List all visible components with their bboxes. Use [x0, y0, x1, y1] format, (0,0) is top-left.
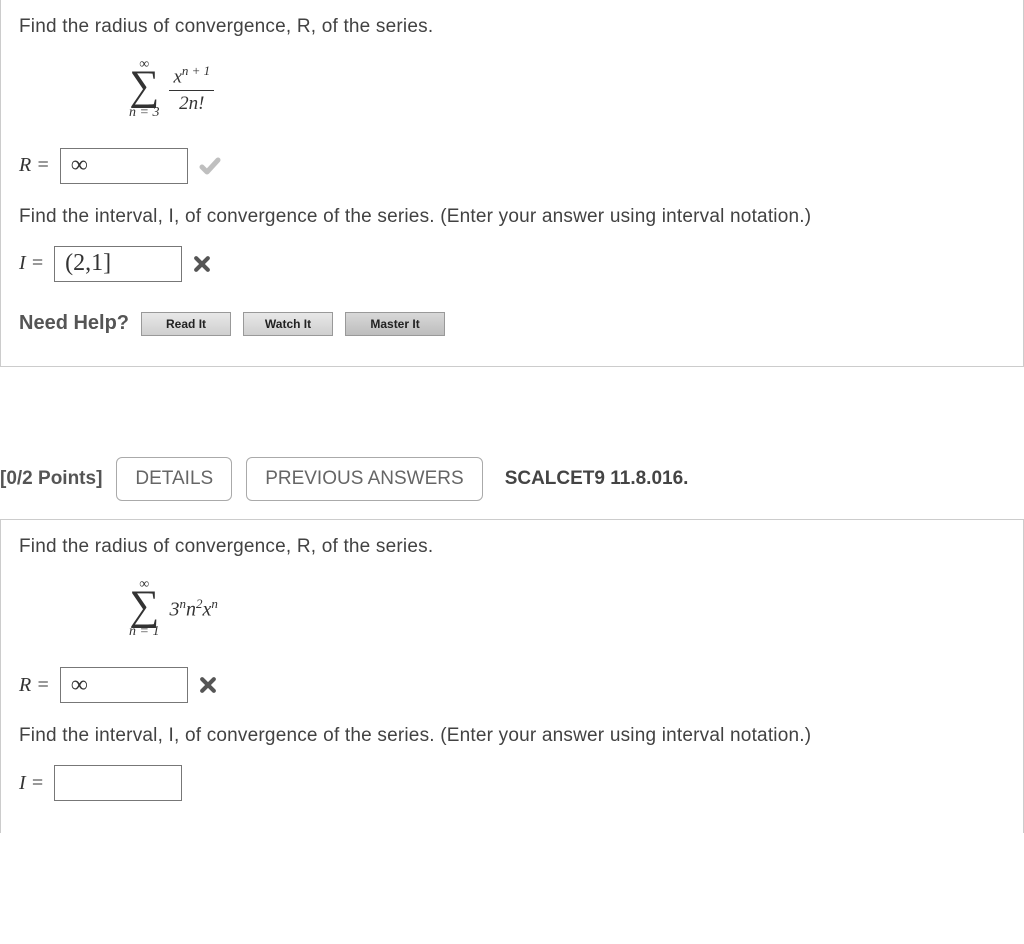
series-term: 3nn2xn — [169, 596, 217, 622]
master-it-button[interactable]: Master It — [345, 312, 445, 336]
r-input-2[interactable]: ∞ — [60, 667, 188, 703]
i-label: I = — [19, 252, 44, 275]
i-input-2[interactable] — [54, 765, 182, 801]
need-help-row: Need Help? Read It Watch It Master It — [19, 312, 1005, 336]
fraction: xn + 1 2n! — [169, 63, 214, 115]
x-icon — [198, 675, 218, 695]
prompt-interval: Find the interval, I, of convergence of … — [19, 206, 1005, 228]
points-label: [0/2 Points] — [0, 468, 102, 490]
read-it-button[interactable]: Read It — [141, 312, 231, 336]
question-2: Find the radius of convergence, R, of th… — [0, 519, 1024, 834]
i-input[interactable]: (2,1] — [54, 246, 182, 282]
details-button[interactable]: DETAILS — [116, 457, 232, 501]
series-formula-2: ∞ ∑ n = 1 3nn2xn — [129, 578, 1005, 640]
answer-row-r: R = ∞ — [19, 148, 1005, 184]
x-icon — [192, 254, 212, 274]
watch-it-button[interactable]: Watch It — [243, 312, 333, 336]
need-help-label: Need Help? — [19, 312, 129, 335]
previous-answers-button[interactable]: PREVIOUS ANSWERS — [246, 457, 483, 501]
prompt-radius: Find the radius of convergence, R, of th… — [19, 16, 1005, 38]
r-label-2: R = — [19, 674, 50, 697]
r-label: R = — [19, 154, 50, 177]
sigma-symbol: ∞ ∑ n = 3 — [129, 58, 159, 120]
sigma-symbol-2: ∞ ∑ n = 1 — [129, 578, 159, 640]
question-1: Find the radius of convergence, R, of th… — [0, 0, 1024, 367]
answer-row-i: I = (2,1] — [19, 246, 1005, 282]
source-label: SCALCET9 11.8.016. — [505, 468, 689, 490]
i-label-2: I = — [19, 772, 44, 795]
prompt-radius-2: Find the radius of convergence, R, of th… — [19, 536, 1005, 558]
answer-row-i-2: I = — [19, 765, 1005, 801]
question-header: [0/2 Points] DETAILS PREVIOUS ANSWERS SC… — [0, 457, 1024, 519]
answer-row-r-2: R = ∞ — [19, 667, 1005, 703]
check-icon — [198, 154, 222, 178]
prompt-interval-2: Find the interval, I, of convergence of … — [19, 725, 1005, 747]
r-input[interactable]: ∞ — [60, 148, 188, 184]
series-formula-1: ∞ ∑ n = 3 xn + 1 2n! — [129, 58, 1005, 120]
